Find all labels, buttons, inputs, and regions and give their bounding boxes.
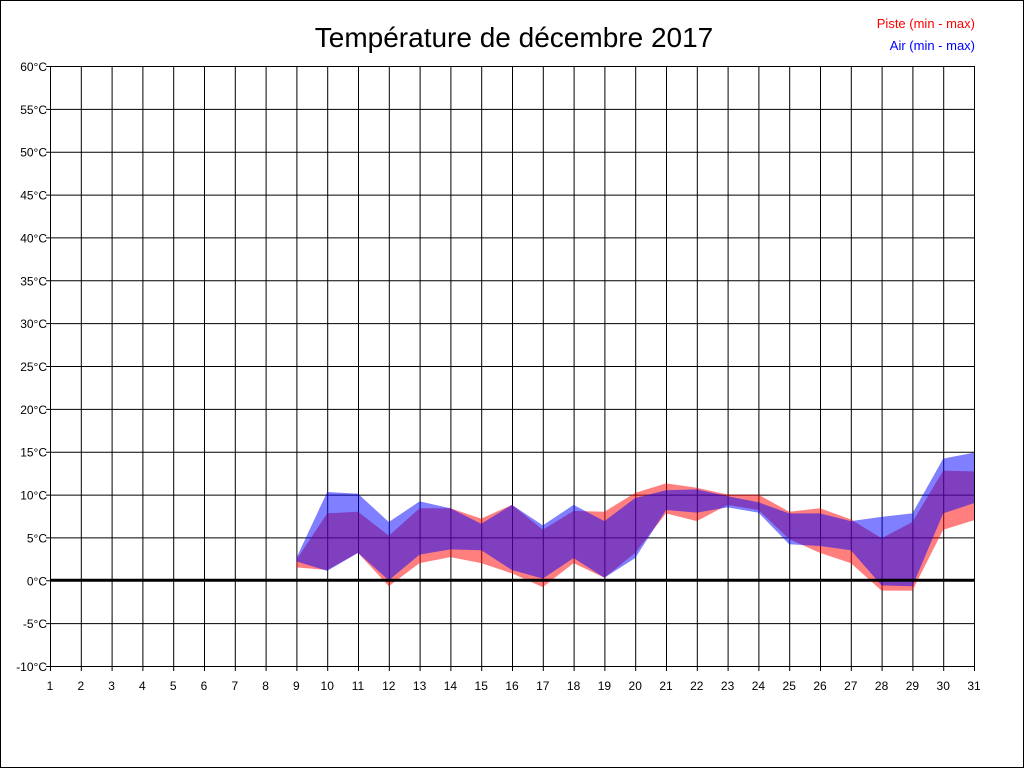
x-tick-label: 8 xyxy=(262,679,269,693)
x-tick-label: 5 xyxy=(170,679,177,693)
x-tick-label: 16 xyxy=(505,679,519,693)
x-tick-label: 14 xyxy=(444,679,458,693)
y-tick-label: 5°C xyxy=(27,531,47,545)
grid xyxy=(46,66,975,671)
x-tick-label: 28 xyxy=(875,679,889,693)
y-tick-label: 0°C xyxy=(27,574,47,588)
y-tick-label: 60°C xyxy=(20,60,47,74)
y-tick-label: 20°C xyxy=(20,403,47,417)
x-tick-label: 7 xyxy=(231,679,238,693)
x-tick-label: 15 xyxy=(475,679,489,693)
y-tick-label: 15°C xyxy=(20,446,47,460)
y-tick-label: 55°C xyxy=(20,103,47,117)
x-tick-label: 29 xyxy=(906,679,920,693)
y-tick-label: 25°C xyxy=(20,360,47,374)
x-tick-label: 3 xyxy=(108,679,115,693)
x-tick-label: 27 xyxy=(844,679,858,693)
y-tick-label: 50°C xyxy=(20,146,47,160)
x-tick-label: 10 xyxy=(321,679,335,693)
legend-piste: Piste (min - max) xyxy=(877,16,975,31)
y-tick-label: 45°C xyxy=(20,189,47,203)
x-tick-label: 22 xyxy=(690,679,704,693)
x-tick-label: 26 xyxy=(813,679,827,693)
legend-air: Air (min - max) xyxy=(890,38,975,53)
x-tick-label: 17 xyxy=(536,679,550,693)
y-tick-label: 10°C xyxy=(20,489,47,503)
x-tick-label: 18 xyxy=(567,679,581,693)
series-areas xyxy=(296,452,974,591)
axes: 1 2 3 4 5 6 7 8 9 10 11 12 13 14 15 16 17 18 19 20 21 22 23 24 2… xyxy=(16,60,981,693)
x-tick-label: 12 xyxy=(382,679,396,693)
x-tick-label: 20 xyxy=(629,679,643,693)
x-tick-label: 19 xyxy=(598,679,612,693)
y-tick-label: 40°C xyxy=(20,231,47,245)
x-tick-label: 21 xyxy=(659,679,673,693)
chart-title: Température de décembre 2017 xyxy=(315,22,713,53)
x-tick-label: 24 xyxy=(752,679,766,693)
x-tick-label: 11 xyxy=(352,679,365,693)
area-air xyxy=(296,452,974,587)
x-tick-label: 4 xyxy=(139,679,146,693)
y-tick-label: -5°C xyxy=(23,617,47,631)
x-tick-label: 2 xyxy=(77,679,84,693)
x-tick-label: 13 xyxy=(413,679,427,693)
x-tick-label: 23 xyxy=(721,679,735,693)
x-tick-label: 25 xyxy=(783,679,797,693)
y-tick-label: 35°C xyxy=(20,274,47,288)
y-tick-label: -10°C xyxy=(16,660,47,674)
x-tick-label: 31 xyxy=(967,679,981,693)
x-tick-label: 6 xyxy=(201,679,208,693)
x-tick-label: 9 xyxy=(293,679,300,693)
x-tick-label: 1 xyxy=(47,679,54,693)
x-tick-label: 30 xyxy=(937,679,951,693)
y-tick-label: 30°C xyxy=(20,317,47,331)
